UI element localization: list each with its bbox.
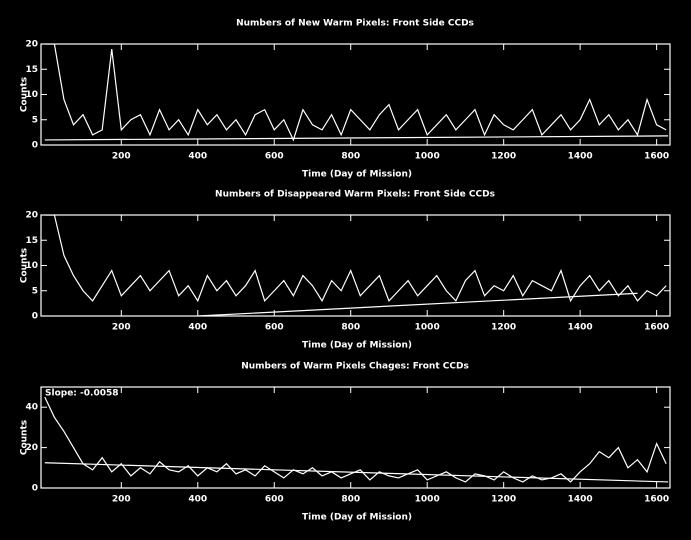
x-tick-label: 1000 [415, 152, 440, 162]
x-tick-label: 1600 [644, 152, 669, 162]
x-axis-label: Time (Day of Mission) [302, 170, 412, 180]
plot-frame [40, 214, 671, 317]
y-tick-label: 0 [32, 484, 38, 494]
x-tick-label: 1400 [568, 323, 593, 333]
data-line [197, 292, 638, 316]
data-line [44, 44, 667, 142]
data-line [44, 462, 669, 483]
x-tick-label: 1200 [491, 323, 516, 333]
y-axis-label: Counts [20, 248, 30, 283]
chart-title: Numbers of Disappeared Warm Pixels: Fron… [215, 190, 495, 200]
x-tick-label: 800 [341, 152, 360, 162]
x-tick-label: 600 [265, 323, 284, 333]
x-tick-label: 1200 [491, 152, 516, 162]
y-tick-label: 10 [25, 261, 38, 271]
y-axis-label: Counts [20, 77, 30, 112]
y-tick-label: 5 [32, 286, 38, 296]
y-tick-label: 20 [25, 40, 38, 50]
chart-title: Numbers of New Warm Pixels: Front Side C… [236, 19, 474, 29]
x-tick-label: 600 [265, 152, 284, 162]
y-tick-label: 20 [25, 211, 38, 221]
y-tick-label: 40 [25, 403, 38, 413]
plot-frame [40, 386, 671, 489]
x-tick-label: 1600 [644, 495, 669, 505]
x-tick-label: 400 [188, 323, 207, 333]
data-line [44, 215, 667, 303]
y-tick-label: 15 [25, 236, 38, 246]
x-tick-label: 200 [112, 495, 131, 505]
x-tick-label: 200 [112, 323, 131, 333]
x-tick-label: 400 [188, 495, 207, 505]
x-tick-label: 200 [112, 152, 131, 162]
y-tick-label: 0 [32, 312, 38, 322]
x-tick-label: 400 [188, 152, 207, 162]
y-axis-label: Counts [20, 420, 30, 455]
x-tick-label: 1200 [491, 495, 516, 505]
x-tick-label: 1400 [568, 152, 593, 162]
x-tick-label: 600 [265, 495, 284, 505]
plot-frame [40, 43, 671, 146]
x-tick-label: 1400 [568, 495, 593, 505]
data-line [44, 135, 669, 141]
chart-title: Numbers of Warm Pixels Chages: Front CCD… [241, 362, 469, 372]
x-tick-label: 800 [341, 495, 360, 505]
x-axis-label: Time (Day of Mission) [302, 341, 412, 351]
y-tick-label: 20 [25, 443, 38, 453]
y-tick-label: 15 [25, 65, 38, 75]
annotation: Slope: -0.0058 [45, 389, 119, 399]
x-tick-label: 1000 [415, 323, 440, 333]
x-tick-label: 1000 [415, 495, 440, 505]
x-axis-label: Time (Day of Mission) [302, 513, 412, 523]
x-tick-label: 1600 [644, 323, 669, 333]
y-tick-label: 5 [32, 115, 38, 125]
y-tick-label: 0 [32, 141, 38, 151]
x-tick-label: 800 [341, 323, 360, 333]
y-tick-label: 10 [25, 90, 38, 100]
